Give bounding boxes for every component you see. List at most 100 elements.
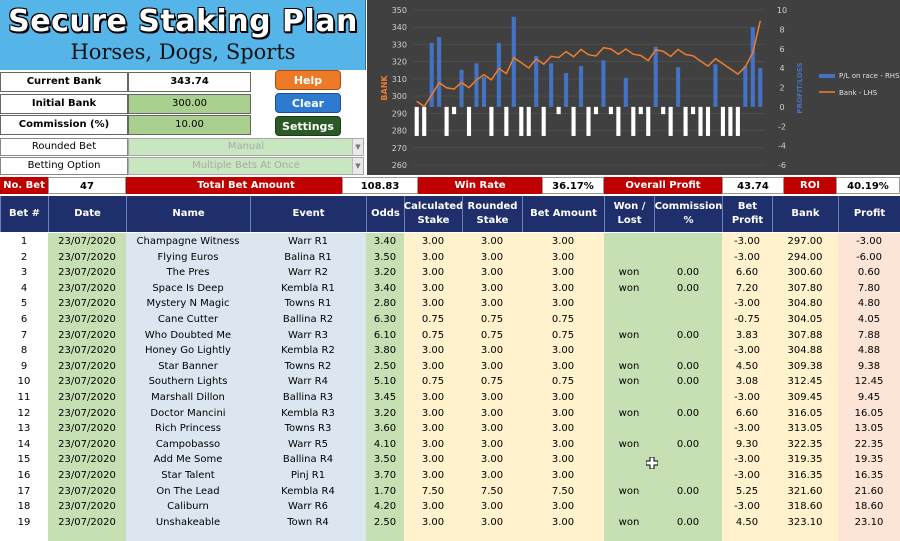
cell-calc-stake[interactable]: 3.00 (421, 423, 445, 435)
cell-date[interactable]: 23/07/2020 (58, 516, 116, 528)
cell-won-lost[interactable] (604, 343, 654, 359)
cell-date[interactable]: 23/07/2020 (58, 485, 116, 497)
cell-name[interactable]: Campobasso (155, 438, 221, 450)
cell-bank[interactable]: 316.05 (787, 407, 823, 419)
cell-date[interactable]: 23/07/2020 (58, 438, 116, 450)
cell-odds[interactable]: 3.50 (373, 454, 397, 466)
cell-name[interactable]: The Pres (166, 267, 210, 279)
cell-rounded-stake[interactable]: 0.75 (480, 314, 504, 325)
help-button[interactable]: Help (275, 70, 341, 90)
cell-profit[interactable]: 19.35 (854, 454, 884, 466)
cell-bet-num[interactable]: 15 (17, 454, 31, 466)
cell-bet-amount[interactable]: 3.00 (551, 236, 575, 247)
cell-commission[interactable]: 0.00 (676, 282, 700, 294)
cell-name[interactable]: Marshall Dillon (151, 392, 225, 403)
cell-calc-stake[interactable]: 3.00 (421, 516, 445, 528)
cell-date[interactable]: 23/07/2020 (58, 345, 116, 357)
cell-bet-profit[interactable]: -3.00 (734, 251, 760, 263)
cell-bet-amount[interactable]: 0.75 (551, 376, 575, 388)
cell-won-lost[interactable]: won (618, 516, 640, 528)
betting-option-select[interactable]: Multiple Bets At Once ▼ (128, 157, 364, 175)
cell-won-lost[interactable]: won (618, 282, 640, 294)
cell-commission[interactable]: 0.00 (676, 329, 700, 341)
cell-odds[interactable]: 2.50 (373, 360, 397, 372)
cell-profit[interactable]: 4.05 (857, 314, 881, 325)
cell-event[interactable]: Kembla R2 (281, 345, 335, 357)
cell-won-lost[interactable] (604, 312, 654, 328)
cell-commission[interactable]: 0.00 (676, 438, 700, 450)
cell-date[interactable]: 23/07/2020 (58, 267, 116, 279)
cell-calc-stake[interactable]: 3.00 (421, 501, 445, 513)
cell-bet-amount[interactable]: 3.00 (551, 392, 575, 403)
cell-profit[interactable]: 0.60 (857, 267, 881, 279)
cell-won-lost[interactable] (604, 296, 654, 312)
cell-name[interactable]: Rich Princess (155, 423, 221, 435)
cell-calc-stake[interactable]: 3.00 (421, 438, 445, 450)
cell-profit[interactable]: 4.88 (857, 345, 881, 357)
cell-event[interactable]: Warr R3 (288, 329, 328, 341)
cell-bet-num[interactable]: 4 (20, 282, 28, 294)
cell-odds[interactable]: 3.20 (373, 267, 397, 279)
cell-bet-profit[interactable]: -3.00 (734, 423, 760, 435)
cell-event[interactable]: Towns R3 (284, 423, 332, 435)
cell-rounded-stake[interactable]: 0.75 (480, 329, 504, 341)
cell-date[interactable]: 23/07/2020 (58, 454, 116, 466)
cell-bank[interactable]: 307.80 (787, 282, 823, 294)
cell-event[interactable]: Ballina R4 (282, 454, 334, 466)
cell-event[interactable]: Kembla R4 (281, 485, 335, 497)
cell-bet-amount[interactable]: 0.75 (551, 329, 575, 341)
cell-event[interactable]: Towns R1 (284, 298, 332, 310)
cell-won-lost[interactable]: won (618, 407, 640, 419)
cell-commission[interactable] (654, 343, 722, 359)
cell-bet-profit[interactable]: -3.00 (734, 298, 760, 310)
cell-calc-stake[interactable]: 3.00 (421, 236, 445, 247)
cell-bet-num[interactable]: 10 (17, 376, 31, 388)
cell-date[interactable]: 23/07/2020 (58, 314, 116, 325)
cell-date[interactable]: 23/07/2020 (58, 329, 116, 341)
cell-bet-amount[interactable]: 3.00 (551, 516, 575, 528)
cell-event[interactable]: Kembla R1 (281, 282, 335, 294)
cell-bet-num[interactable]: 9 (20, 360, 28, 372)
cell-event[interactable]: Warr R1 (288, 236, 328, 247)
cell-date[interactable]: 23/07/2020 (58, 501, 116, 513)
cell-odds[interactable]: 3.70 (373, 470, 397, 481)
cell-rounded-stake[interactable]: 3.00 (480, 236, 504, 247)
cell-date[interactable]: 23/07/2020 (58, 376, 116, 388)
cell-name[interactable]: Mystery N Magic (146, 298, 230, 310)
cell-rounded-stake[interactable]: 3.00 (480, 360, 504, 372)
cell-profit[interactable]: 7.80 (857, 282, 881, 294)
cell-odds[interactable]: 3.40 (373, 282, 397, 294)
cell-bet-num[interactable]: 3 (20, 267, 28, 279)
cell-odds[interactable]: 1.70 (373, 485, 397, 497)
cell-bank[interactable]: 307.88 (787, 329, 823, 341)
cell-commission[interactable]: 0.00 (676, 360, 700, 372)
cell-odds[interactable]: 5.10 (373, 376, 397, 388)
cell-profit[interactable]: 7.88 (857, 329, 881, 341)
cell-bet-amount[interactable]: 3.00 (551, 423, 575, 435)
cell-bank[interactable]: 300.60 (787, 267, 823, 279)
cell-commission[interactable] (654, 390, 722, 406)
cell-rounded-stake[interactable]: 0.75 (480, 376, 504, 388)
cell-event[interactable]: Warr R2 (288, 267, 328, 279)
cell-date[interactable]: 23/07/2020 (58, 392, 116, 403)
cell-won-lost[interactable]: won (618, 267, 640, 279)
cell-calc-stake[interactable]: 3.00 (421, 251, 445, 263)
cell-profit[interactable]: 9.45 (857, 392, 881, 403)
cell-profit[interactable]: 18.60 (854, 501, 884, 513)
cell-calc-stake[interactable]: 3.00 (421, 345, 445, 357)
cell-commission[interactable]: 0.00 (676, 407, 700, 419)
cell-commission[interactable] (654, 250, 722, 266)
cell-commission[interactable]: 0.00 (676, 516, 700, 528)
cell-bet-num[interactable]: 18 (17, 501, 31, 513)
cell-odds[interactable]: 3.80 (373, 345, 397, 357)
cell-calc-stake[interactable]: 3.00 (421, 360, 445, 372)
cell-name[interactable]: Space Is Deep (152, 282, 224, 294)
cell-calc-stake[interactable]: 3.00 (421, 454, 445, 466)
cell-won-lost[interactable] (604, 234, 654, 250)
cell-bank[interactable]: 322.35 (787, 438, 823, 450)
cell-bet-amount[interactable]: 3.00 (551, 438, 575, 450)
cell-odds[interactable]: 2.80 (373, 298, 397, 310)
cell-rounded-stake[interactable]: 3.00 (480, 470, 504, 481)
cell-won-lost[interactable]: won (618, 438, 640, 450)
cell-rounded-stake[interactable]: 3.00 (480, 345, 504, 357)
